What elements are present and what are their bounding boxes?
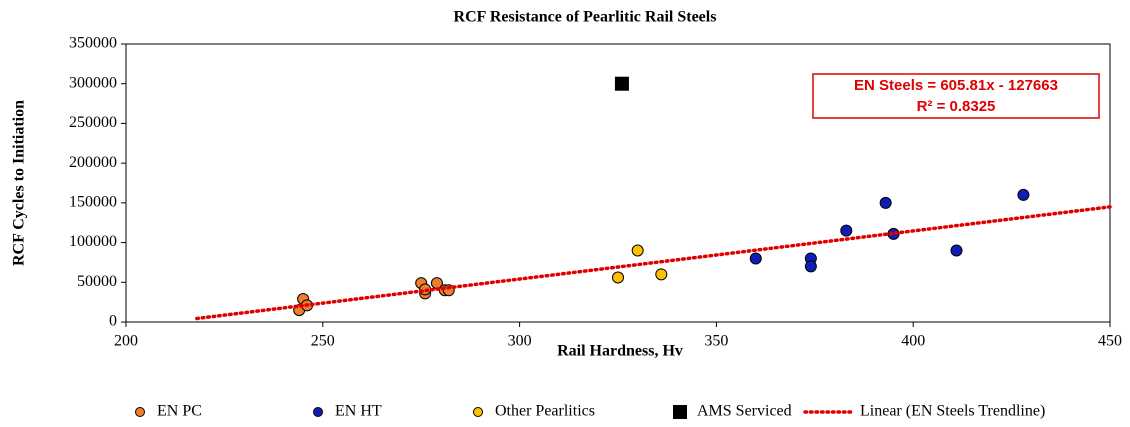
legend-label: EN PC	[157, 403, 202, 420]
legend-swatch	[473, 407, 483, 417]
x-tick-label: 350	[704, 333, 728, 350]
legend-swatch	[135, 407, 145, 417]
y-tick-label: 0	[109, 313, 117, 330]
data-point	[1017, 188, 1030, 201]
data-point	[631, 244, 644, 257]
data-point	[749, 252, 762, 265]
y-tick-label: 250000	[69, 114, 117, 131]
y-tick-label: 350000	[69, 35, 117, 52]
annotation: EN Steels = 605.81x - 127663	[854, 77, 1058, 94]
x-tick-label: 250	[311, 333, 335, 350]
legend-label: AMS Serviced	[697, 403, 792, 420]
data-point	[887, 227, 900, 240]
y-tick-label: 200000	[69, 154, 117, 171]
y-tick-label: 50000	[77, 273, 117, 290]
legend-label: Other Pearlitics	[495, 403, 595, 420]
x-tick-label: 450	[1098, 333, 1122, 350]
data-point	[950, 244, 963, 257]
legend-label: EN HT	[335, 403, 382, 420]
x-tick-label: 400	[901, 333, 925, 350]
chart-title: RCF Resistance of Pearlitic Rail Steels	[454, 9, 717, 26]
x-tick-label: 300	[508, 333, 532, 350]
data-point	[655, 268, 668, 281]
data-point	[840, 224, 853, 237]
trendline	[195, 205, 1112, 321]
x-tick-label: 200	[114, 333, 138, 350]
data-point	[804, 260, 817, 273]
data-point	[879, 196, 892, 209]
y-tick-label: 300000	[69, 74, 117, 91]
legend-swatch	[313, 407, 323, 417]
annotation: R² = 0.8325	[917, 98, 996, 115]
annotation-box	[812, 73, 1100, 119]
x-axis-label: Rail Hardness, Hv	[557, 343, 683, 360]
y-tick-label: 100000	[69, 233, 117, 250]
y-tick-label: 150000	[69, 194, 117, 211]
plot-area	[125, 43, 1111, 323]
data-point	[614, 76, 629, 91]
data-point	[612, 271, 624, 284]
data-point	[442, 284, 455, 297]
legend-label: Linear (EN Steels Trendline)	[860, 403, 1045, 420]
legend-swatch	[673, 405, 687, 419]
y-axis-label: RCF Cycles to Initiation	[11, 100, 28, 266]
